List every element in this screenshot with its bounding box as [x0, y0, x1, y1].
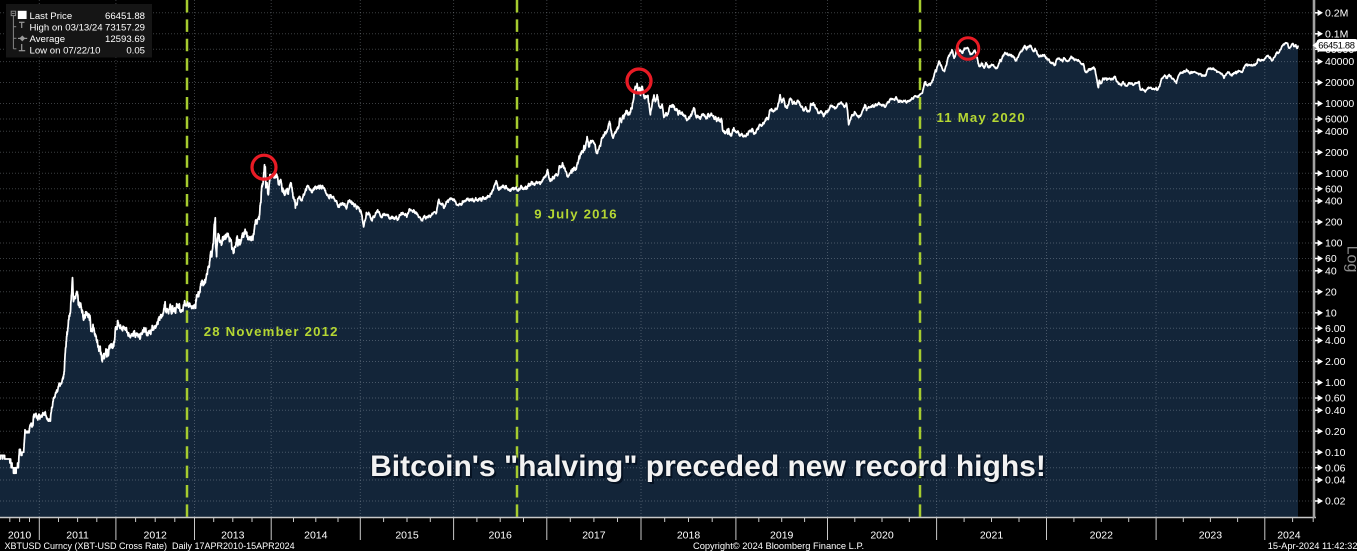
svg-text:400: 400 — [1325, 196, 1343, 208]
svg-text:100: 100 — [1325, 238, 1343, 250]
svg-text:15-Apr-2024 11:42:32: 15-Apr-2024 11:42:32 — [1268, 541, 1357, 551]
svg-text:2023: 2023 — [1199, 529, 1223, 541]
svg-text:12593.69: 12593.69 — [105, 34, 145, 45]
svg-text:0.20: 0.20 — [1325, 426, 1346, 438]
svg-text:6.00: 6.00 — [1325, 323, 1346, 335]
svg-text:2020: 2020 — [870, 529, 894, 541]
svg-text:28 November 2012: 28 November 2012 — [204, 324, 339, 339]
svg-text:2010: 2010 — [8, 529, 32, 541]
svg-text:Last Price: Last Price — [30, 11, 73, 22]
svg-text:0.2M: 0.2M — [1325, 7, 1348, 19]
svg-text:40000: 40000 — [1325, 56, 1354, 68]
svg-text:0.04: 0.04 — [1325, 475, 1346, 487]
svg-text:20000: 20000 — [1325, 77, 1354, 89]
svg-text:600: 600 — [1325, 183, 1343, 195]
svg-text:2015: 2015 — [395, 529, 419, 541]
svg-text:2021: 2021 — [980, 529, 1004, 541]
svg-text:11 May 2020: 11 May 2020 — [937, 110, 1026, 125]
svg-text:0.06: 0.06 — [1325, 462, 1346, 474]
svg-text:2016: 2016 — [489, 529, 513, 541]
svg-text:Average: Average — [30, 34, 66, 45]
svg-text:66451.88: 66451.88 — [105, 11, 145, 22]
svg-text:Bitcoin's "halving" preceded n: Bitcoin's "halving" preceded new record … — [370, 450, 1046, 483]
svg-text:2000: 2000 — [1325, 147, 1349, 159]
svg-text:10000: 10000 — [1325, 98, 1354, 110]
svg-text:Log: Log — [1344, 246, 1357, 273]
svg-text:Copyright© 2024 Bloomberg Fina: Copyright© 2024 Bloomberg Finance L.P. — [693, 541, 864, 551]
svg-text:73157.29: 73157.29 — [105, 22, 145, 33]
svg-text:2.00: 2.00 — [1325, 356, 1346, 368]
svg-text:XBTUSD Curncy (XBT-USD Cross R: XBTUSD Curncy (XBT-USD Cross Rate) Daily… — [5, 541, 295, 551]
svg-text:2022: 2022 — [1090, 529, 1114, 541]
svg-text:2011: 2011 — [66, 529, 89, 541]
svg-text:0.10: 0.10 — [1325, 447, 1346, 459]
svg-text:20: 20 — [1325, 286, 1337, 298]
svg-text:6000: 6000 — [1325, 114, 1349, 126]
svg-text:2018: 2018 — [677, 529, 701, 541]
svg-text:2019: 2019 — [770, 529, 794, 541]
svg-text:0.1M: 0.1M — [1325, 28, 1348, 40]
svg-text:9 July 2016: 9 July 2016 — [534, 207, 618, 222]
svg-text:0.40: 0.40 — [1325, 405, 1346, 417]
svg-text:0.02: 0.02 — [1325, 496, 1346, 508]
svg-text:60: 60 — [1325, 253, 1337, 265]
svg-text:2013: 2013 — [221, 529, 245, 541]
svg-text:40: 40 — [1325, 265, 1337, 277]
svg-text:2024: 2024 — [1277, 529, 1301, 541]
svg-text:High on 03/13/24: High on 03/13/24 — [30, 22, 104, 33]
svg-text:0.60: 0.60 — [1325, 393, 1346, 405]
svg-text:2017: 2017 — [582, 529, 606, 541]
svg-text:66451.88: 66451.88 — [1318, 40, 1354, 51]
svg-text:1.00: 1.00 — [1325, 377, 1346, 389]
svg-text:1000: 1000 — [1325, 168, 1349, 180]
svg-text:200: 200 — [1325, 217, 1343, 229]
svg-text:Low on 07/22/10: Low on 07/22/10 — [30, 45, 101, 56]
svg-text:2012: 2012 — [144, 529, 168, 541]
svg-text:4.00: 4.00 — [1325, 335, 1346, 347]
svg-text:4000: 4000 — [1325, 126, 1349, 138]
svg-text:0.05: 0.05 — [126, 45, 145, 56]
svg-text:10: 10 — [1325, 307, 1337, 319]
svg-text:2014: 2014 — [304, 529, 328, 541]
